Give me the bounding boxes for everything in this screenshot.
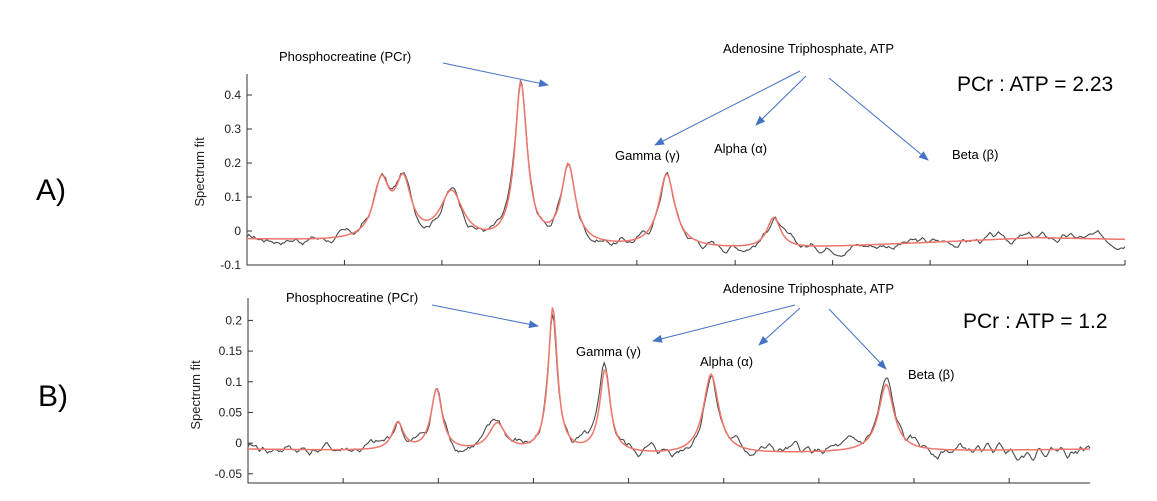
panel-b: B) PCr : ATP = 1.2 Spectrum fit -0.05 0 0.… <box>38 281 1108 484</box>
panel-a-alpha-arrow <box>755 75 807 126</box>
panel-b-measured-spectrum-line <box>247 313 1091 462</box>
panel-a-y-tick-label: 0.3 <box>224 122 241 136</box>
panel-a-gamma-annotation: Gamma (γ) <box>615 148 680 163</box>
panel-a-axes: -0.1 0 0.1 0.2 0.3 0.4 <box>220 74 1126 272</box>
panel-b-y-axis-label: Spectrum fit <box>188 360 203 430</box>
panel-b-y-tick-label: 0 <box>235 436 242 450</box>
panel-a-y-tick-label: 0 <box>234 224 241 238</box>
panel-b-label: B) <box>38 380 68 413</box>
panel-b-y-tick-label: 0.15 <box>219 344 243 358</box>
panel-a-y-tick-label: 0.1 <box>224 190 241 204</box>
panel-a-lines <box>246 79 1126 257</box>
panel-a-pcr-arrow <box>442 62 549 88</box>
panel-a-y-tick-label: -0.1 <box>220 258 241 272</box>
panel-b-pcr-arrow <box>431 304 539 329</box>
panel-a-alpha-annotation: Alpha (α) <box>714 141 767 156</box>
panel-a-beta-annotation: Beta (β) <box>952 147 999 162</box>
panel-b-y-tick-label: 0.2 <box>225 313 242 327</box>
panel-a-ratio: PCr : ATP = 2.23 <box>957 73 1113 96</box>
panel-b-beta-arrow <box>828 308 887 370</box>
panel-a-label: A) <box>36 174 66 207</box>
panel-b-y-tick-label: 0.05 <box>219 405 243 419</box>
panel-b-fitted-spectrum-line <box>248 307 1090 453</box>
panel-a-atp-annotation: Adenosine Triphosphate, ATP <box>723 41 894 56</box>
panel-b-atp-annotation: Adenosine Triphosphate, ATP <box>723 281 894 296</box>
panel-b-lines <box>247 307 1091 462</box>
panel-a-measured-spectrum-line <box>246 80 1126 257</box>
panel-b-gamma-annotation: Gamma (γ) <box>576 344 641 359</box>
panel-a-pcr-annotation: Phosphocreatine (PCr) <box>279 49 411 64</box>
panel-b-gamma-arrow <box>652 304 796 343</box>
panel-a-y-axis-label: Spectrum fit <box>192 137 207 207</box>
panel-a-gamma-arrow <box>654 70 801 146</box>
panel-a-beta-arrow <box>828 77 929 161</box>
panel-b-pcr-annotation: Phosphocreatine (PCr) <box>286 290 418 305</box>
panel-b-y-tick-label: 0.1 <box>225 375 242 389</box>
panel-b-axes: -0.05 0 0.05 0.1 0.15 0.2 <box>215 298 1090 484</box>
panel-a-y-tick-label: 0.4 <box>224 88 241 102</box>
panel-b-beta-annotation: Beta (β) <box>908 367 955 382</box>
panel-b-alpha-arrow <box>758 307 801 346</box>
panel-a-y-tick-label: 0.2 <box>224 156 241 170</box>
panel-a-fitted-spectrum-line <box>246 79 1126 247</box>
panel-b-alpha-annotation: Alpha (α) <box>700 354 753 369</box>
panel-b-y-tick-label: -0.05 <box>215 467 243 481</box>
panel-a: A) PCr : ATP = 2.23 Spectrum fit -0.1 0 0.… <box>36 41 1126 272</box>
panel-b-ratio: PCr : ATP = 1.2 <box>963 310 1108 333</box>
